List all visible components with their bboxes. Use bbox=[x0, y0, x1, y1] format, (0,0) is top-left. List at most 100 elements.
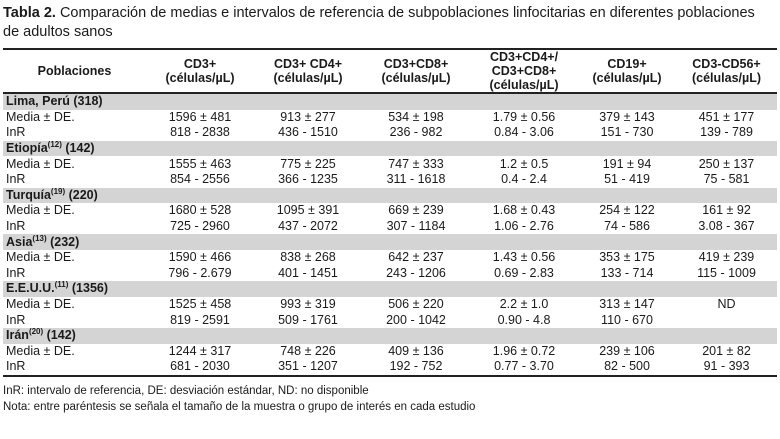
table-cell: 239 ± 106 bbox=[599, 343, 655, 358]
header-line: CD3+ CD4+ bbox=[273, 57, 343, 71]
header-line: CD19+ bbox=[607, 57, 647, 71]
table-row: InR 854 - 2556 366 - 1235 311 - 1618 0.4 - 2… bbox=[3, 172, 777, 188]
table-cell: 748 ± 226 bbox=[280, 343, 336, 358]
table-cell: 243 - 1206 bbox=[386, 265, 446, 280]
group-sample-size: (1356) bbox=[68, 281, 109, 296]
header-row: Poblaciones CD3+ (células/µL) CD3+ CD4+ (cél… bbox=[3, 49, 777, 93]
header-line: CD3+CD8+ bbox=[491, 64, 557, 78]
header-line: (células/µL) bbox=[273, 71, 343, 85]
table-cell: 133 - 714 bbox=[600, 265, 654, 280]
table-cell: 2.2 ± 1.0 bbox=[499, 297, 549, 312]
group-label: Irán(20) (142) bbox=[3, 328, 777, 344]
header-column: CD3+CD4+/CD3+CD8+ (células/µL) bbox=[470, 49, 578, 93]
table-cell: 419 ± 239 bbox=[698, 250, 755, 265]
table-cell: 379 ± 143 bbox=[599, 109, 655, 124]
group-row: Lima, Perú (318) bbox=[3, 93, 777, 110]
table-cell: 236 - 982 bbox=[389, 125, 443, 140]
table-cell bbox=[676, 312, 777, 328]
header-line: (células/µL) bbox=[691, 71, 762, 85]
table-cell: 115 - 1009 bbox=[697, 265, 756, 280]
table-row: Media ± DE. 1555 ± 463 775 ± 225 747 ± 333 1… bbox=[3, 156, 777, 172]
group-name: Turquía bbox=[6, 187, 51, 202]
row-label: InR bbox=[6, 265, 26, 280]
table-cell: 74 - 586 bbox=[604, 219, 650, 234]
table-cell: 1555 ± 463 bbox=[168, 156, 232, 171]
table-cell: 307 - 1184 bbox=[386, 219, 446, 234]
table-cell: 838 ± 268 bbox=[280, 250, 336, 265]
table-cell: 993 ± 319 bbox=[280, 297, 336, 312]
table-cell: 366 - 1235 bbox=[278, 172, 338, 187]
table-cell: 0.77 - 3.70 bbox=[494, 359, 554, 374]
group-row: Etiopía(12) (142) bbox=[3, 140, 777, 157]
group-name: Irán bbox=[6, 328, 29, 343]
group-reference: (11) bbox=[54, 280, 69, 290]
header-line: (células/µL) bbox=[592, 71, 662, 85]
header-column: CD3+ (células/µL) bbox=[146, 49, 254, 93]
group-sample-size: (142) bbox=[61, 141, 95, 156]
group-sample-size: (220) bbox=[65, 187, 98, 202]
table-cell: 1525 ± 458 bbox=[168, 297, 232, 312]
table-cell: 509 - 1761 bbox=[278, 312, 338, 327]
table-cell: 725 - 2960 bbox=[170, 219, 230, 234]
table-cell: 1.43 ± 0.56 bbox=[492, 250, 556, 265]
table-cell: 1.68 ± 0.43 bbox=[492, 203, 556, 218]
table-cell: 313 ± 147 bbox=[599, 297, 655, 312]
table-cell: 409 ± 136 bbox=[388, 343, 444, 358]
caption-label: Tabla 2. bbox=[3, 5, 56, 21]
table-cell: 3.08 - 367 bbox=[698, 219, 755, 234]
table-row: InR 725 - 2960 437 - 2072 307 - 1184 1.06 - … bbox=[3, 219, 777, 235]
group-name: Etiopía bbox=[6, 141, 48, 156]
header-line: CD3+CD8+ bbox=[383, 57, 449, 71]
table-body: Lima, Perú (318) Media ± DE. 1596 ± 481 913… bbox=[3, 93, 777, 376]
table-caption: Tabla 2. Comparación de medias e interva… bbox=[3, 4, 773, 42]
table-cell: ND bbox=[717, 297, 736, 312]
group-label: E.E.U.U.(11) (1356) bbox=[3, 281, 777, 297]
group-row: Turquía(19) (220) bbox=[3, 187, 777, 204]
table-cell: 0.90 - 4.8 bbox=[497, 312, 551, 327]
table-cell: 254 ± 122 bbox=[599, 203, 655, 218]
table-cell: 775 ± 225 bbox=[280, 156, 336, 171]
table-cell: 353 ± 175 bbox=[599, 250, 655, 265]
table-cell: 0.4 - 2.4 bbox=[501, 172, 547, 187]
header-column: CD3+CD8+ (células/µL) bbox=[362, 49, 470, 93]
group-reference: (20) bbox=[28, 327, 44, 337]
row-label: InR bbox=[6, 359, 26, 374]
group-row: E.E.U.U.(11) (1356) bbox=[3, 281, 777, 297]
group-label: Asia(13) (232) bbox=[3, 234, 777, 250]
group-sample-size: (318) bbox=[69, 94, 103, 109]
group-name: E.E.U.U. bbox=[6, 281, 55, 296]
note-parentheses: Nota: entre paréntesis se señala el tama… bbox=[3, 400, 476, 413]
table-cell: 437 - 2072 bbox=[278, 219, 338, 234]
note-abbreviations: InR: intervalo de referencia, DE: desvia… bbox=[3, 384, 369, 397]
header-column: CD3+ CD4+ (células/µL) bbox=[254, 49, 362, 93]
header-line: (células/µL) bbox=[381, 71, 451, 85]
table-cell: 75 - 581 bbox=[703, 172, 750, 187]
group-name: Lima, Perú bbox=[6, 94, 70, 109]
group-row: Irán(20) (142) bbox=[3, 328, 777, 344]
row-label: Media ± DE. bbox=[6, 297, 75, 312]
table-row: InR 818 - 2838 436 - 1510 236 - 982 0.84 - 3… bbox=[3, 125, 777, 141]
group-label: Lima, Perú (318) bbox=[3, 93, 777, 110]
table-cell: 139 - 789 bbox=[700, 125, 753, 140]
table-cell: 669 ± 239 bbox=[388, 203, 444, 218]
table-row: InR 681 - 2030 351 - 1207 192 - 752 0.77 - 3… bbox=[3, 359, 777, 376]
header-line: CD3+CD4+/ bbox=[489, 50, 559, 64]
table-cell: 191 ± 94 bbox=[602, 156, 652, 171]
table-row: InR 796 - 2.679 401 - 1451 243 - 1206 0.69 -… bbox=[3, 266, 777, 282]
row-label: Media ± DE. bbox=[6, 109, 75, 124]
table-cell: 51 - 419 bbox=[604, 172, 650, 187]
table-cell: 451 ± 177 bbox=[698, 109, 755, 124]
table-cell: 351 - 1207 bbox=[278, 359, 338, 374]
table-cell: 91 - 393 bbox=[703, 359, 750, 374]
row-label: Media ± DE. bbox=[6, 250, 75, 265]
table-row: Media ± DE. 1525 ± 458 993 ± 319 506 ± 220 2… bbox=[3, 297, 777, 313]
table-cell: 854 - 2556 bbox=[170, 172, 230, 187]
header-line: (células/µL) bbox=[165, 71, 235, 85]
group-sample-size: (232) bbox=[46, 234, 80, 249]
table-cell: 506 ± 220 bbox=[388, 297, 444, 312]
row-label: InR bbox=[6, 312, 26, 327]
table-cell: 1.06 - 2.76 bbox=[494, 219, 554, 234]
row-label: InR bbox=[6, 125, 26, 140]
header-column: CD3-CD56+ (células/µL) bbox=[676, 49, 777, 93]
